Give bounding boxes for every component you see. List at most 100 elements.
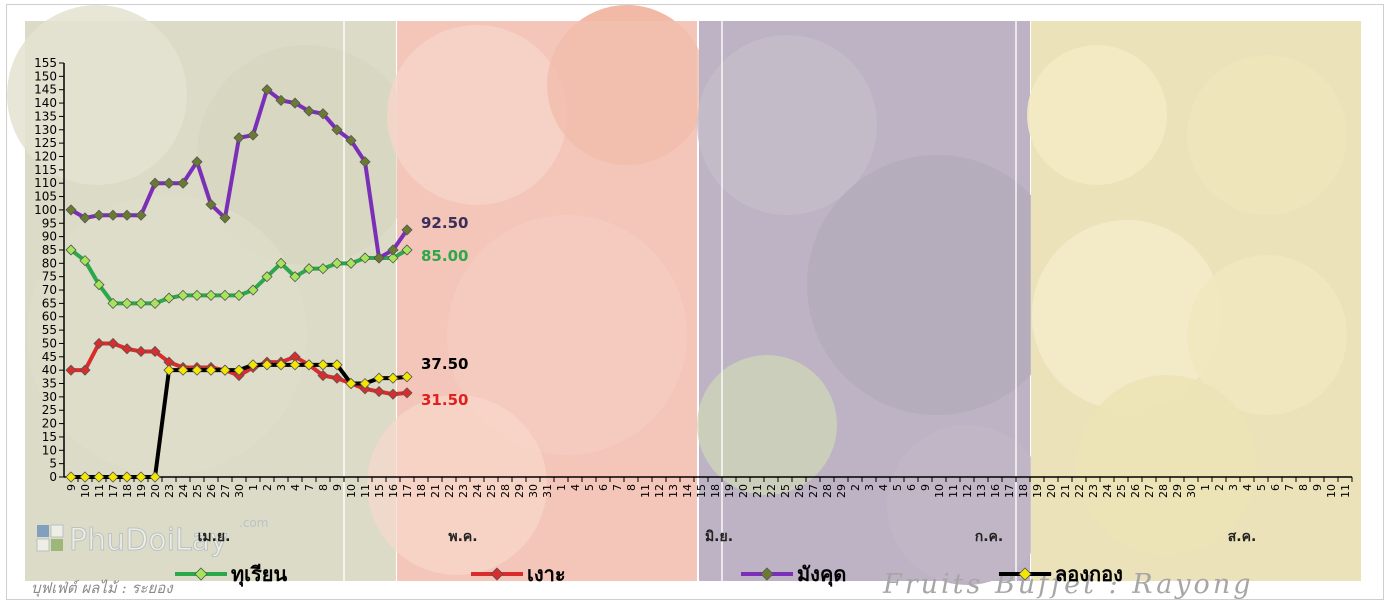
x-tick-label: 28 <box>499 484 512 498</box>
y-tick-label: 75 <box>42 270 57 284</box>
y-tick-label: 0 <box>49 470 57 484</box>
data-point <box>219 212 231 224</box>
watermark-left: บุฟเฟ่ต์ ผลไม้ : ระยอง <box>31 579 174 597</box>
data-point <box>135 471 147 483</box>
data-point <box>93 279 105 291</box>
chart-frame: PhuDoiLay .com บุฟเฟ่ต์ ผลไม้ : ระยอง Fr… <box>6 4 1384 600</box>
data-point <box>135 209 147 221</box>
x-tick-label: 6 <box>597 484 610 491</box>
data-point <box>373 385 385 398</box>
data-point <box>401 387 413 399</box>
y-tick-label: 130 <box>34 123 57 137</box>
x-tick-label: 19 <box>135 484 148 498</box>
data-point <box>261 359 273 371</box>
x-tick-label: 5 <box>891 484 904 491</box>
data-point <box>275 94 287 106</box>
x-tick-label: 11 <box>1339 484 1352 498</box>
x-tick-label: 21 <box>429 484 442 498</box>
data-point <box>163 292 175 304</box>
data-point <box>219 289 231 301</box>
data-point <box>261 84 273 96</box>
y-tick-label: 155 <box>34 56 57 70</box>
data-point <box>401 244 413 256</box>
y-axis: 0510152025303540455055606570758085909510… <box>34 56 65 484</box>
x-tick-label: 8 <box>625 484 638 491</box>
x-tick-label: 7 <box>303 484 316 491</box>
data-point <box>107 209 119 221</box>
data-point <box>289 271 301 283</box>
data-point <box>401 371 413 383</box>
legend-label: ลองกอง <box>1055 562 1123 586</box>
x-tick-label: 10 <box>1325 484 1338 498</box>
x-tick-label: 5 <box>1255 484 1268 491</box>
y-tick-label: 15 <box>42 430 57 444</box>
data-point <box>359 252 371 264</box>
x-tick-label: 30 <box>233 484 246 498</box>
y-tick-label: 50 <box>42 336 57 350</box>
data-point <box>275 359 287 371</box>
data-point <box>303 263 315 275</box>
x-tick-label: 18 <box>121 484 134 498</box>
y-tick-label: 30 <box>42 390 57 404</box>
data-point <box>331 257 343 269</box>
x-tick-label: 10 <box>345 484 358 498</box>
data-point <box>247 284 259 296</box>
x-tick-label: 26 <box>1129 484 1142 498</box>
data-point <box>275 257 287 269</box>
x-tick-label: 22 <box>443 484 456 498</box>
legend: ทุเรียน เงาะ มังคุด ลองกอง <box>175 562 1123 587</box>
data-point <box>345 134 357 147</box>
y-tick-label: 45 <box>42 350 57 364</box>
legend-marker <box>194 567 208 581</box>
x-tick-label: 20 <box>737 484 750 498</box>
x-tick-label: 30 <box>527 484 540 498</box>
data-point <box>65 204 77 216</box>
x-tick-label: 26 <box>793 484 806 498</box>
data-point <box>149 177 161 189</box>
x-tick-label: 11 <box>947 484 960 498</box>
data-point <box>289 359 301 371</box>
x-tick-label: 20 <box>149 484 162 498</box>
x-tick-label: 22 <box>765 484 778 498</box>
y-tick-label: 90 <box>42 230 57 244</box>
x-tick-label: 12 <box>961 484 974 498</box>
end-value-label: 31.50 <box>421 391 468 409</box>
y-tick-label: 140 <box>34 96 57 110</box>
y-tick-label: 145 <box>34 83 57 97</box>
x-tick-label: 16 <box>387 484 400 498</box>
data-point <box>121 343 133 355</box>
data-point <box>93 337 105 350</box>
data-point <box>387 372 399 384</box>
x-tick-label: 25 <box>779 484 792 498</box>
y-tick-label: 65 <box>42 296 57 310</box>
data-point <box>149 297 161 309</box>
x-tick-label: 14 <box>681 484 694 498</box>
data-point <box>233 364 245 376</box>
data-point <box>205 198 217 211</box>
data-point <box>135 345 147 358</box>
x-tick-label: 27 <box>1143 484 1156 498</box>
x-tick-label: 25 <box>191 484 204 498</box>
y-tick-label: 70 <box>42 283 57 297</box>
data-point <box>387 244 399 256</box>
x-tick-label: 7 <box>1283 484 1296 491</box>
data-point <box>303 359 315 371</box>
data-point <box>191 364 203 376</box>
data-point <box>163 364 175 376</box>
x-tick-label: 11 <box>93 484 106 498</box>
x-tick-label: 4 <box>877 484 890 491</box>
y-tick-label: 105 <box>34 190 57 204</box>
data-point <box>205 364 217 376</box>
data-point <box>79 255 91 267</box>
data-point <box>107 471 119 483</box>
y-tick-label: 95 <box>42 216 57 230</box>
x-tick-label: 19 <box>1031 484 1044 498</box>
x-tick-label: 24 <box>471 484 484 498</box>
month-label: มิ.ย. <box>705 529 733 545</box>
month-separators <box>343 21 1017 581</box>
x-tick-label: 17 <box>1003 484 1016 498</box>
data-point <box>317 263 329 275</box>
y-tick-label: 35 <box>42 377 57 391</box>
y-tick-label: 125 <box>34 136 57 150</box>
x-tick-label: 29 <box>513 484 526 498</box>
